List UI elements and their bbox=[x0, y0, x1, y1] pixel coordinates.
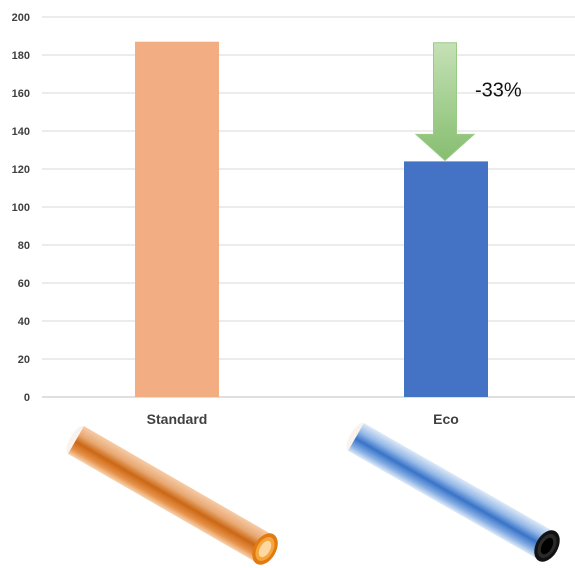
y-tick-label: 0 bbox=[24, 392, 30, 404]
y-axis-ticks: 0 20 40 60 80 100 120 140 160 180 200 bbox=[12, 12, 30, 404]
y-tick-label: 100 bbox=[12, 202, 30, 214]
orange-pipe-image bbox=[66, 425, 278, 565]
percent-change-label: -33% bbox=[475, 80, 522, 102]
x-axis-categories: Standard Eco bbox=[147, 411, 459, 427]
down-arrow-icon bbox=[414, 42, 476, 162]
gridlines bbox=[42, 16, 575, 398]
y-tick-label: 60 bbox=[18, 278, 30, 290]
pipe-illustrations bbox=[66, 422, 560, 565]
x-category-label: Eco bbox=[433, 411, 459, 427]
y-tick-label: 200 bbox=[12, 12, 30, 24]
y-tick-label: 140 bbox=[12, 126, 30, 138]
bar-eco bbox=[404, 161, 488, 397]
bars bbox=[135, 41, 488, 397]
y-tick-label: 40 bbox=[18, 316, 30, 328]
y-tick-label: 80 bbox=[18, 240, 30, 252]
x-category-label: Standard bbox=[147, 411, 208, 427]
y-tick-label: 180 bbox=[12, 50, 30, 62]
y-tick-label: 20 bbox=[18, 354, 30, 366]
bar-standard bbox=[135, 41, 219, 397]
blue-pipe-image bbox=[346, 422, 560, 562]
y-tick-label: 120 bbox=[12, 164, 30, 176]
reduction-annotation: -33% bbox=[414, 42, 522, 162]
y-tick-label: 160 bbox=[12, 88, 30, 100]
